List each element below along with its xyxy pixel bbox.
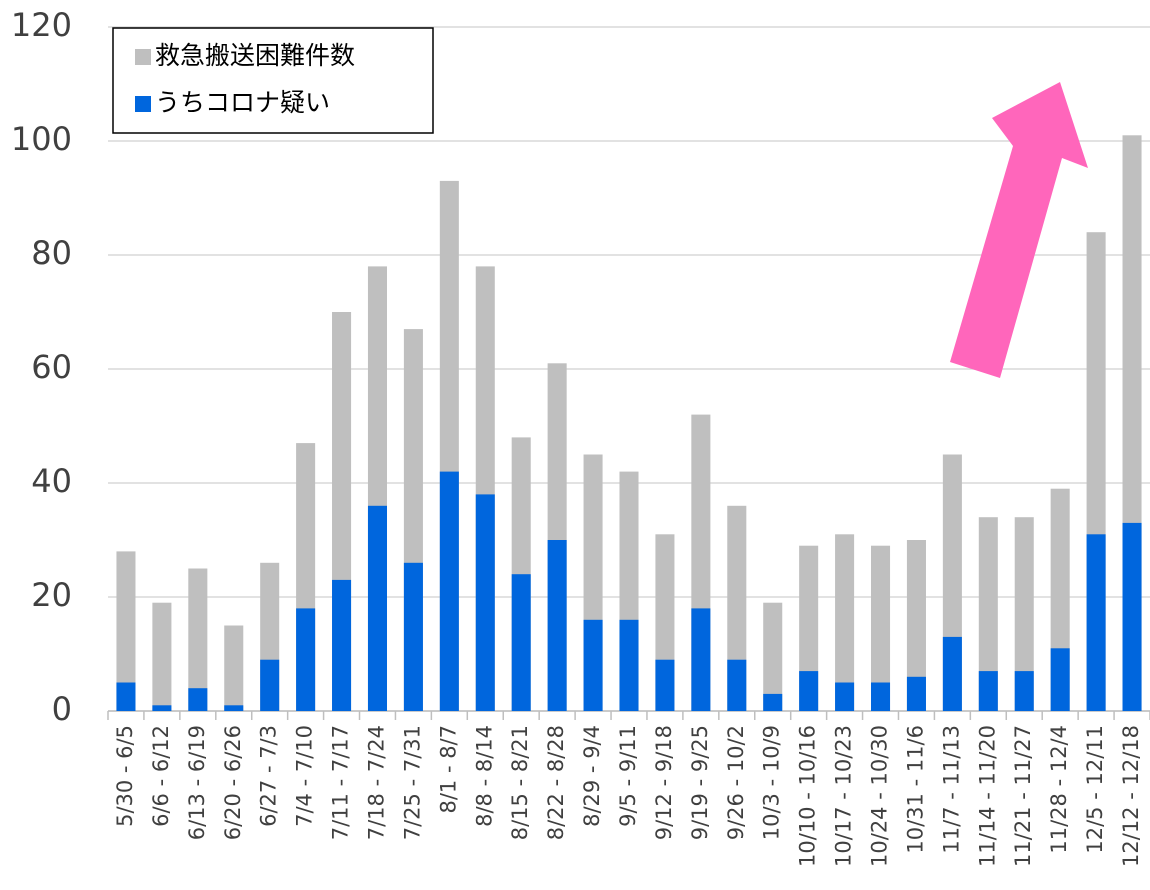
bar <box>619 619 639 711</box>
x-tick-label: 11/21 - 11/27 <box>1011 725 1035 867</box>
legend-label: 救急搬送困難件数 <box>155 41 355 70</box>
x-tick-label: 9/12 - 9/18 <box>652 725 676 840</box>
bar <box>1122 522 1142 711</box>
x-tick-label: 6/20 - 6/26 <box>221 725 245 840</box>
bar <box>547 540 567 711</box>
x-tick-label: 11/14 - 11/20 <box>975 725 999 867</box>
x-tick-label: 8/29 - 9/4 <box>580 725 604 827</box>
bar <box>799 545 819 711</box>
x-tick-label: 7/18 - 7/24 <box>364 725 388 840</box>
bar <box>116 682 136 711</box>
bar <box>403 562 423 711</box>
bar <box>870 682 891 711</box>
bar <box>1050 648 1070 711</box>
bar <box>511 574 531 711</box>
y-tick-label: 0 <box>52 690 72 728</box>
bar <box>942 636 962 711</box>
bar <box>763 602 783 711</box>
legend-label: うちコロナ疑い <box>155 88 330 117</box>
x-tick-label: 6/6 - 6/12 <box>149 725 173 827</box>
legend-swatch <box>135 96 151 112</box>
x-tick-label: 10/3 - 10/9 <box>760 725 784 840</box>
x-tick-label: 8/8 - 8/14 <box>472 725 496 827</box>
bar <box>224 625 244 711</box>
x-tick-label: 9/26 - 10/2 <box>724 725 748 840</box>
bar <box>835 534 855 711</box>
bar <box>906 676 926 711</box>
bar <box>655 659 675 711</box>
bar <box>727 659 747 711</box>
bar <box>188 688 208 711</box>
bar <box>1014 517 1034 711</box>
x-tick-label: 8/15 - 8/21 <box>508 725 532 840</box>
x-tick-label: 10/17 - 10/23 <box>832 725 856 867</box>
x-tick-label: 8/1 - 8/7 <box>436 725 460 814</box>
bar <box>152 705 172 711</box>
y-tick-label: 60 <box>31 348 72 386</box>
bar <box>296 608 316 711</box>
bar <box>152 602 172 711</box>
bar <box>332 579 352 711</box>
x-tick-label: 6/13 - 6/19 <box>185 725 209 840</box>
bar <box>870 545 891 711</box>
bar <box>691 608 711 711</box>
x-tick-label: 11/7 - 11/13 <box>939 725 963 854</box>
y-tick-label: 40 <box>31 462 72 500</box>
plot: 0 20 40 60 80 100 120 5/30 - 6/5 6/6 - 6/12 6/13 … <box>11 6 1150 867</box>
x-tick-label: 7/25 - 7/31 <box>400 725 424 840</box>
x-tick-label: 12/12 - 12/18 <box>1119 725 1143 867</box>
x-tick-label: 11/28 - 12/4 <box>1047 725 1071 854</box>
x-tick-label: 9/19 - 9/25 <box>688 725 712 840</box>
bar <box>116 551 136 711</box>
y-tick-label: 100 <box>11 120 72 158</box>
x-tick-label: 10/31 - 11/6 <box>903 725 927 854</box>
bar <box>583 619 603 711</box>
bar <box>906 540 926 711</box>
bar <box>475 494 495 711</box>
bar <box>260 659 280 711</box>
x-tick-label: 6/27 - 7/3 <box>257 725 281 827</box>
y-tick-label: 20 <box>31 576 72 614</box>
bar <box>439 471 459 711</box>
bar <box>224 705 244 711</box>
bar <box>978 671 998 711</box>
x-tick-label: 10/24 - 10/30 <box>868 725 892 867</box>
x-tick-label: 8/22 - 8/28 <box>544 725 568 840</box>
x-tick-label: 7/11 - 7/17 <box>329 725 353 840</box>
x-tick-label: 7/4 - 7/10 <box>293 725 317 827</box>
legend-swatch <box>135 49 151 65</box>
bar <box>835 682 855 711</box>
y-tick-label: 80 <box>31 234 72 272</box>
bar <box>1014 671 1034 711</box>
trend-arrow <box>950 82 1088 378</box>
bar <box>188 568 208 711</box>
legend-box <box>112 27 434 134</box>
x-tick-label: 5/30 - 6/5 <box>113 725 137 827</box>
bar <box>799 671 819 711</box>
bar <box>978 517 998 711</box>
x-tick-label: 10/10 - 10/16 <box>796 725 820 867</box>
x-tick-label: 9/5 - 9/11 <box>616 725 640 827</box>
bar <box>1086 534 1106 711</box>
y-tick-label: 120 <box>11 6 72 44</box>
x-tick-label: 12/5 - 12/11 <box>1083 725 1107 854</box>
bar <box>367 505 388 711</box>
bar <box>763 693 783 711</box>
